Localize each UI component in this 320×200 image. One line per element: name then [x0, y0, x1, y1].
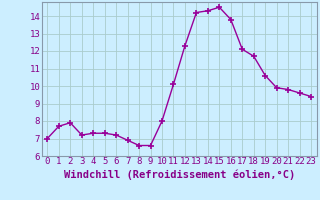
- X-axis label: Windchill (Refroidissement éolien,°C): Windchill (Refroidissement éolien,°C): [64, 169, 295, 180]
